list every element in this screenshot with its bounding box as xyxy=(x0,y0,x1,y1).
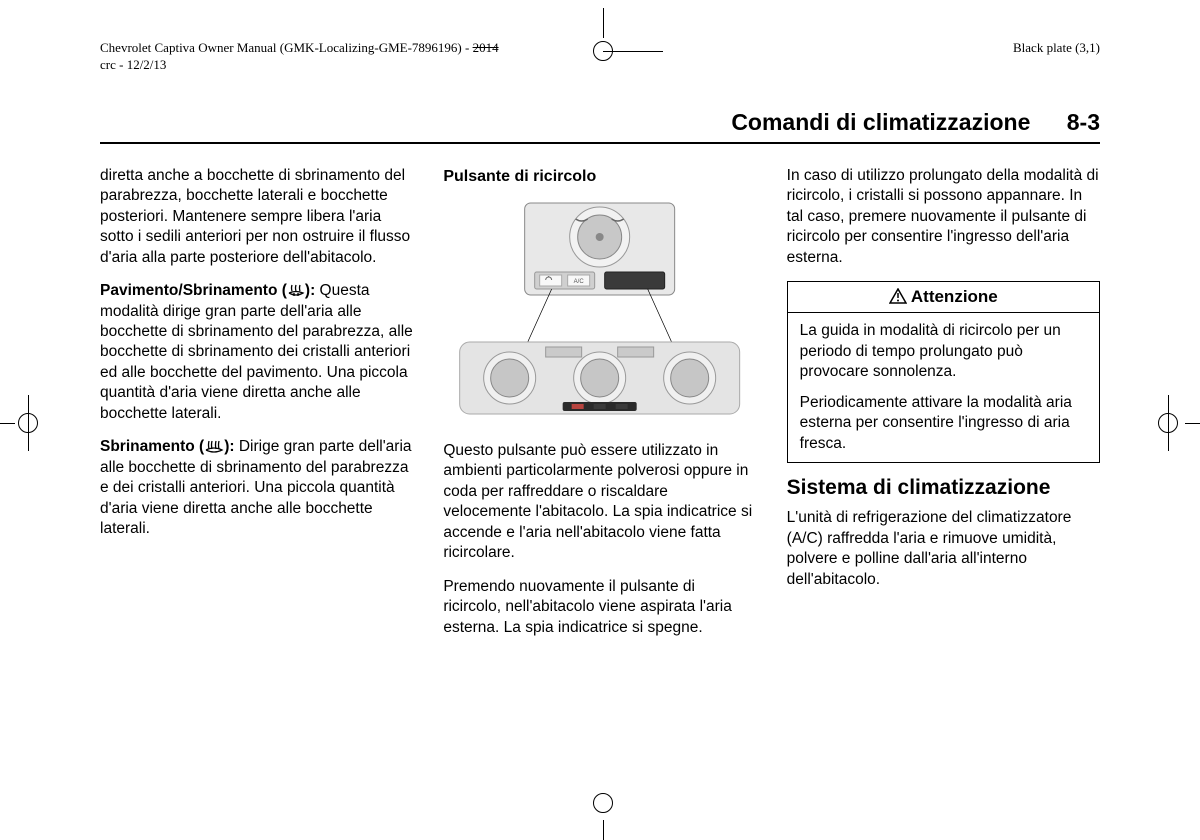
defrost-label: Sbrinamento (): xyxy=(100,438,235,455)
col2-p2: Premendo nuovamente il pulsante di ricir… xyxy=(443,577,756,638)
section-title: Comandi di climatizzazione xyxy=(731,109,1030,135)
doc-year: 2014 xyxy=(473,40,499,55)
column-2: Pulsante di ricircolo A/C xyxy=(443,166,756,651)
header-meta: Chevrolet Captiva Owner Manual (GMK-Loca… xyxy=(100,40,1100,74)
col1-p2-body: Questa modalità dirige gran parte dell'a… xyxy=(100,282,413,422)
ac-label-text: A/C xyxy=(574,279,585,285)
column-1: diretta anche a bocchette di sbrinamento… xyxy=(100,166,413,651)
plate-label: Black plate (3,1) xyxy=(1013,40,1100,74)
floor-defrost-label: Pavimento/Sbrinamento (): xyxy=(100,282,315,299)
columns: diretta anche a bocchette di sbrinamento… xyxy=(100,166,1100,651)
col1-p1: diretta anche a bocchette di sbrinamento… xyxy=(100,166,413,268)
section-header: Comandi di climatizzazione 8-3 xyxy=(100,109,1100,144)
doc-title-line2: crc - 12/2/13 xyxy=(100,57,166,72)
col1-p3: Sbrinamento (): Dirige gran parte dell'a… xyxy=(100,437,413,539)
doc-id: Chevrolet Captiva Owner Manual (GMK-Loca… xyxy=(100,40,499,74)
page-container: Chevrolet Captiva Owner Manual (GMK-Loca… xyxy=(0,0,1200,691)
page-number: 8-3 xyxy=(1067,109,1100,135)
caution-body: La guida in modalità di ricircolo per un… xyxy=(788,313,1099,462)
recirc-figure: A/C xyxy=(443,197,756,427)
doc-title-line1: Chevrolet Captiva Owner Manual (GMK-Loca… xyxy=(100,40,469,55)
col1-p2: Pavimento/Sbrinamento (): Questa modalit… xyxy=(100,281,413,424)
warning-triangle-icon xyxy=(889,288,907,304)
caution-p2: Periodicamente attivare la modalità aria… xyxy=(800,393,1087,454)
caution-title: Attenzione xyxy=(788,282,1099,313)
col3-p2: L'unità di refrigerazione del climatizza… xyxy=(787,508,1100,590)
defrost-icon xyxy=(204,440,224,453)
column-3: In caso di utilizzo prolungato della mod… xyxy=(787,166,1100,651)
caution-p1: La guida in modalità di ricircolo per un… xyxy=(800,321,1087,382)
col2-p1: Questo pulsante può essere utilizzato in… xyxy=(443,441,756,564)
floor-defrost-icon xyxy=(287,283,305,297)
caution-box: Attenzione La guida in modalità di ricir… xyxy=(787,281,1100,463)
col3-p1: In caso di utilizzo prolungato della mod… xyxy=(787,166,1100,268)
recirc-heading: Pulsante di ricircolo xyxy=(443,166,756,187)
crop-mark-bottom xyxy=(590,790,620,820)
climate-system-heading: Sistema di climatizzazione xyxy=(787,475,1100,500)
